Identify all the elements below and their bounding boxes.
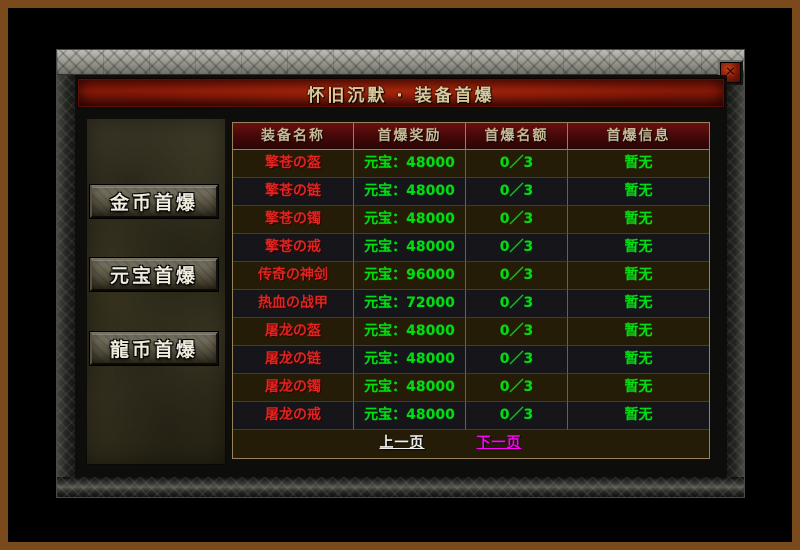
equipment-name-cell: 屠龙の盔 [233, 318, 354, 346]
equipment-name-cell: 擎苍の链 [233, 178, 354, 206]
table-row: 擎苍の戒 元宝：48000 0／3 暂无 [233, 234, 709, 262]
equipment-name-cell: 擎苍の盔 [233, 150, 354, 178]
reward-cell: 元宝：48000 [354, 178, 466, 206]
prev-page-link[interactable]: 上一页 [379, 435, 425, 451]
sidebar-button-label: 金币首爆 [109, 192, 198, 214]
pagination: 上一页 下一页 [233, 430, 709, 458]
table-row: 传奇の神剑 元宝：96000 0／3 暂无 [233, 262, 709, 290]
info-cell: 暂无 [568, 150, 709, 178]
sidebar-button-label: 元宝首爆 [109, 265, 198, 287]
quota-cell: 0／3 [466, 262, 568, 290]
quota-cell: 0／3 [466, 234, 568, 262]
table-row: 屠龙の盔 元宝：48000 0／3 暂无 [233, 318, 709, 346]
info-cell: 暂无 [568, 318, 709, 346]
next-page-link[interactable]: 下一页 [476, 435, 522, 451]
quota-cell: 0／3 [466, 150, 568, 178]
reward-cell: 元宝：48000 [354, 402, 466, 430]
column-header-equipment-name: 装备名称 [233, 123, 354, 149]
info-cell: 暂无 [568, 262, 709, 290]
frame-top-edge [57, 50, 744, 75]
reward-cell: 元宝：48000 [354, 374, 466, 402]
table-row: 擎苍の盔 元宝：48000 0／3 暂无 [233, 150, 709, 178]
info-cell: 暂无 [568, 374, 709, 402]
frame-bottom-edge [57, 477, 744, 497]
column-header-info: 首爆信息 [606, 128, 671, 144]
column-header-quota: 首爆名额 [466, 123, 568, 149]
reward-cell: 元宝：48000 [354, 150, 466, 178]
frame-right-edge [727, 75, 744, 477]
quota-cell: 0／3 [466, 290, 568, 318]
reward-cell: 元宝：48000 [354, 206, 466, 234]
sidebar-button-yuanbao-firstdrop[interactable]: 元宝首爆 [90, 258, 218, 291]
sidebar-button-label: 龍币首爆 [109, 339, 198, 361]
reward-cell: 元宝：48000 [354, 234, 466, 262]
equipment-name-cell: 热血の战甲 [233, 290, 354, 318]
table-body: 擎苍の盔 元宝：48000 0／3 暂无 擎苍の链 元宝：48000 0／3 暂… [233, 150, 709, 430]
table-header: 装备名称 首爆奖励 首爆名额 首爆信息 [233, 123, 709, 150]
equipment-name-cell: 屠龙の戒 [233, 402, 354, 430]
sidebar-button-dragoncoin-firstdrop[interactable]: 龍币首爆 [90, 332, 218, 365]
table-row: 擎苍の链 元宝：48000 0／3 暂无 [233, 178, 709, 206]
equipment-name-cell: 屠龙の链 [233, 346, 354, 374]
equipment-name-cell: 擎苍の镯 [233, 206, 354, 234]
info-cell: 暂无 [568, 290, 709, 318]
table-row: 屠龙の戒 元宝：48000 0／3 暂无 [233, 402, 709, 430]
game-window: ✕ 怀旧沉默 · 装备首爆 金币首爆 元宝首爆 龍币首爆 装备名称 首爆奖励 首… [57, 50, 744, 497]
equipment-name-cell: 擎苍の戒 [233, 234, 354, 262]
info-cell: 暂无 [568, 346, 709, 374]
quota-cell: 0／3 [466, 402, 568, 430]
reward-cell: 元宝：72000 [354, 290, 466, 318]
equipment-name-cell: 屠龙の镯 [233, 374, 354, 402]
reward-cell: 元宝：96000 [354, 262, 466, 290]
equipment-name-cell: 传奇の神剑 [233, 262, 354, 290]
equipment-table: 装备名称 首爆奖励 首爆名额 首爆信息 擎苍の盔 元宝：48000 0／3 暂无… [232, 122, 710, 459]
quota-cell: 0／3 [466, 206, 568, 234]
reward-cell: 元宝：48000 [354, 346, 466, 374]
info-cell: 暂无 [568, 402, 709, 430]
quota-cell: 0／3 [466, 346, 568, 374]
quota-cell: 0／3 [466, 374, 568, 402]
title-bar: 怀旧沉默 · 装备首爆 [77, 78, 725, 108]
frame-left-edge [57, 75, 75, 477]
table-row: 屠龙の链 元宝：48000 0／3 暂无 [233, 346, 709, 374]
table-row: 热血の战甲 元宝：72000 0／3 暂无 [233, 290, 709, 318]
window-title: 怀旧沉默 · 装备首爆 [307, 85, 495, 106]
sidebar-panel: 金币首爆 元宝首爆 龍币首爆 [86, 118, 226, 465]
table-row: 擎苍の镯 元宝：48000 0／3 暂无 [233, 206, 709, 234]
reward-cell: 元宝：48000 [354, 318, 466, 346]
sidebar-button-gold-firstdrop[interactable]: 金币首爆 [90, 185, 218, 218]
window-content: 怀旧沉默 · 装备首爆 金币首爆 元宝首爆 龍币首爆 装备名称 首爆奖励 首爆名… [75, 75, 727, 477]
quota-cell: 0／3 [466, 178, 568, 206]
info-cell: 暂无 [568, 178, 709, 206]
quota-cell: 0／3 [466, 318, 568, 346]
info-cell: 暂无 [568, 234, 709, 262]
table-row: 屠龙の镯 元宝：48000 0／3 暂无 [233, 374, 709, 402]
column-header-reward: 首爆奖励 [354, 123, 466, 149]
info-cell: 暂无 [568, 206, 709, 234]
